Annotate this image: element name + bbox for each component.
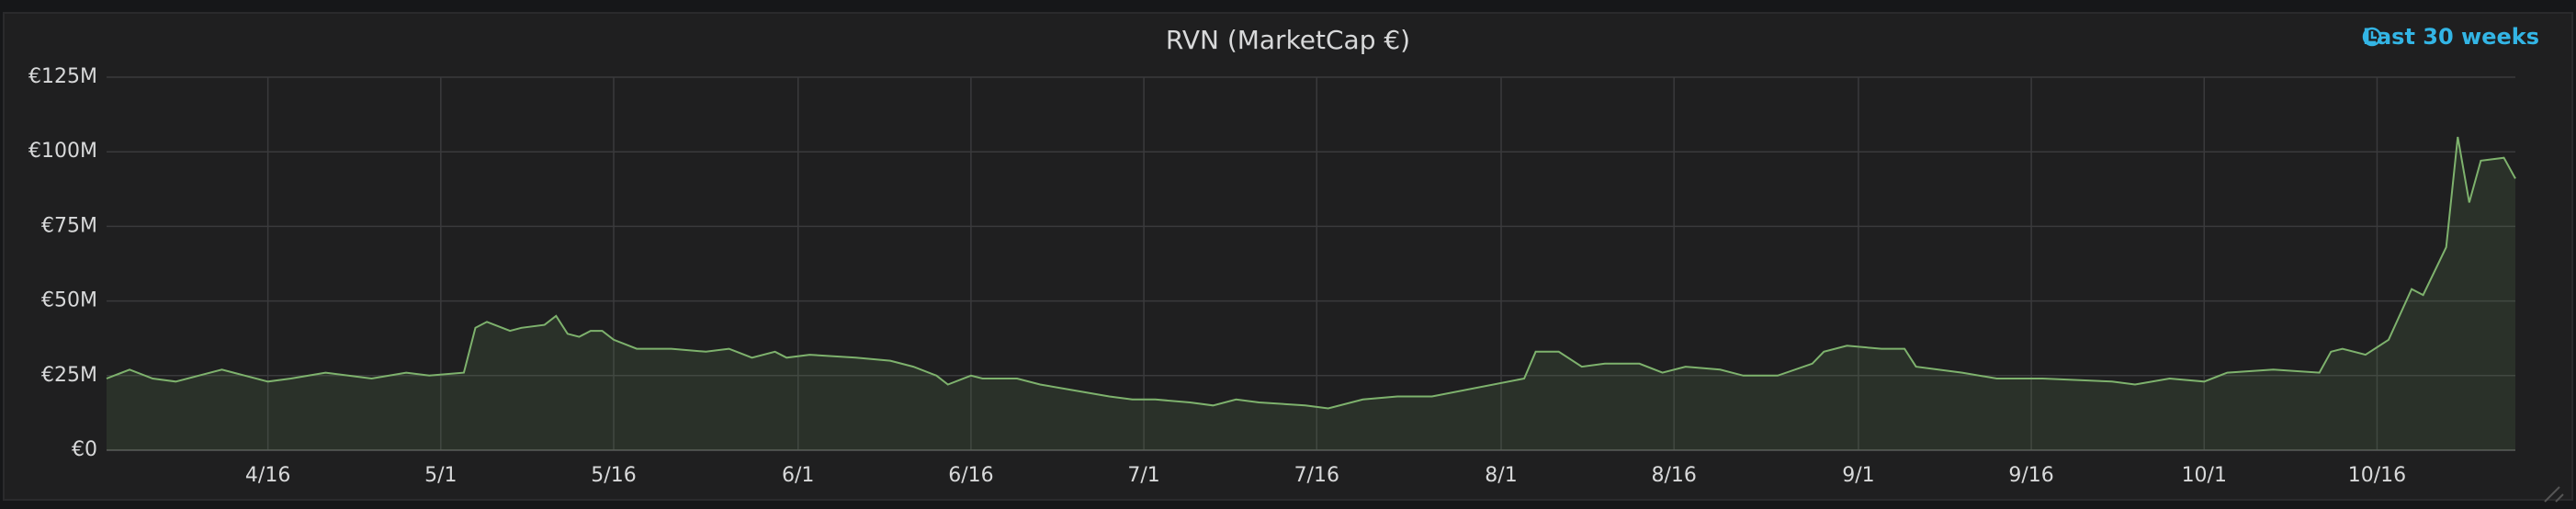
- time-range[interactable]: Last 30 weeks: [2363, 24, 2539, 50]
- y-tick-label: €125M: [28, 65, 97, 88]
- x-tick-label: 7/1: [1127, 464, 1159, 487]
- x-tick-label: 5/16: [591, 464, 636, 487]
- time-range-label[interactable]: Last 30 weeks: [2363, 24, 2539, 50]
- clock-icon: [2362, 27, 2382, 47]
- x-tick-label: 8/16: [1651, 464, 1696, 487]
- x-tick-label: 4/16: [245, 464, 290, 487]
- x-tick-label: 8/1: [1485, 464, 1517, 487]
- x-tick-label: 9/1: [1842, 464, 1874, 487]
- y-tick-label: €25M: [41, 364, 97, 387]
- resize-handle[interactable]: [2544, 486, 2564, 503]
- y-tick-label: €0: [72, 438, 97, 461]
- clock-hands: [2370, 31, 2377, 40]
- x-tick-label: 5/1: [424, 464, 457, 487]
- x-tick-label: 7/16: [1294, 464, 1339, 487]
- x-tick-label: 6/1: [782, 464, 814, 487]
- chart-title: RVN (MarketCap €): [1166, 25, 1410, 55]
- panel-background: [3, 12, 2573, 501]
- y-tick-label: €50M: [41, 289, 97, 312]
- y-tick-label: €75M: [41, 214, 97, 237]
- x-tick-label: 10/1: [2182, 464, 2227, 487]
- x-tick-label: 10/16: [2348, 464, 2406, 487]
- series-line: [106, 136, 2516, 410]
- series-area: [107, 137, 2515, 450]
- x-tick-label: 9/16: [2008, 464, 2053, 487]
- y-tick-label: €100M: [28, 140, 97, 163]
- x-tick-label: 6/16: [948, 464, 993, 487]
